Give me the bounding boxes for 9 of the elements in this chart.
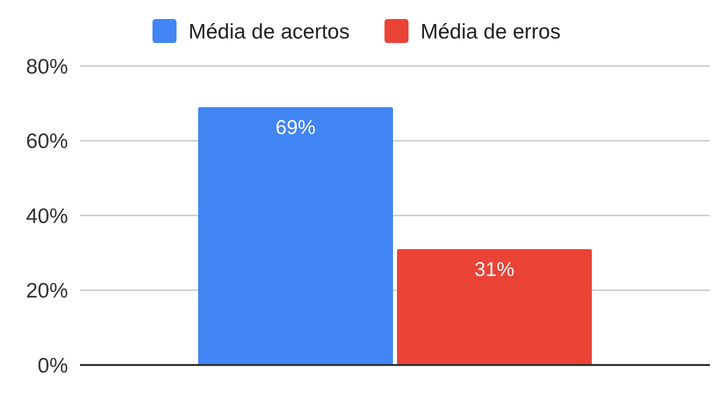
legend-label: Média de erros [420,20,561,44]
y-tick-label: 40% [26,204,68,228]
y-tick-label: 0% [38,354,68,378]
text: 31% [474,259,514,282]
y-tick-label: 60% [26,130,68,154]
text: 69% [276,117,316,140]
legend-label: Média de acertos [188,20,350,44]
y-tick-label: 20% [26,280,68,303]
y-tick-label: 80% [26,55,68,78]
